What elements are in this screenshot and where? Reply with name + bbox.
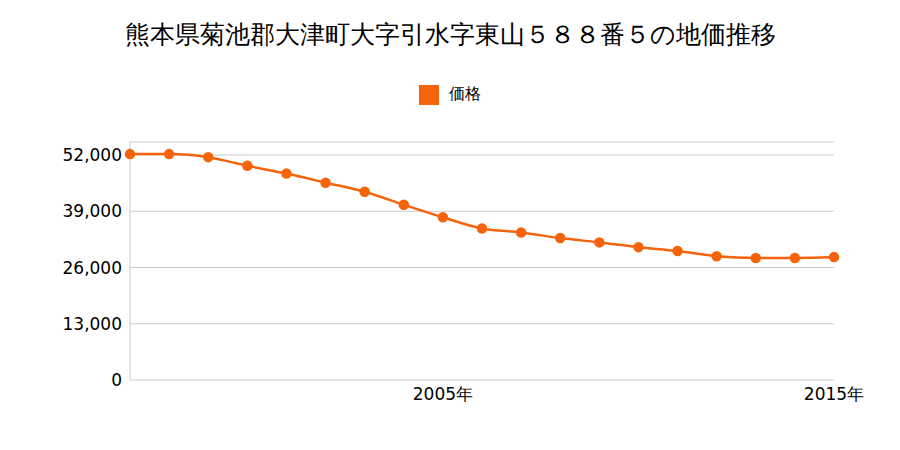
- svg-text:52,000: 52,000: [63, 145, 122, 165]
- svg-text:0: 0: [111, 370, 122, 390]
- svg-text:39,000: 39,000: [63, 201, 122, 221]
- html-text:熊本県菊池郡大津町大字引水字東山５８８番５の地価推移: 熊本県菊池郡大津町大字引水字東山５８８番５の地価推移: [124, 20, 776, 49]
- svg-text:2015年: 2015年: [804, 384, 864, 404]
- svg-text:2005年: 2005年: [413, 384, 473, 404]
- html-text:価格: 価格: [449, 84, 481, 103]
- svg-text:13,000: 13,000: [63, 314, 122, 334]
- svg-text:26,000: 26,000: [63, 258, 122, 278]
